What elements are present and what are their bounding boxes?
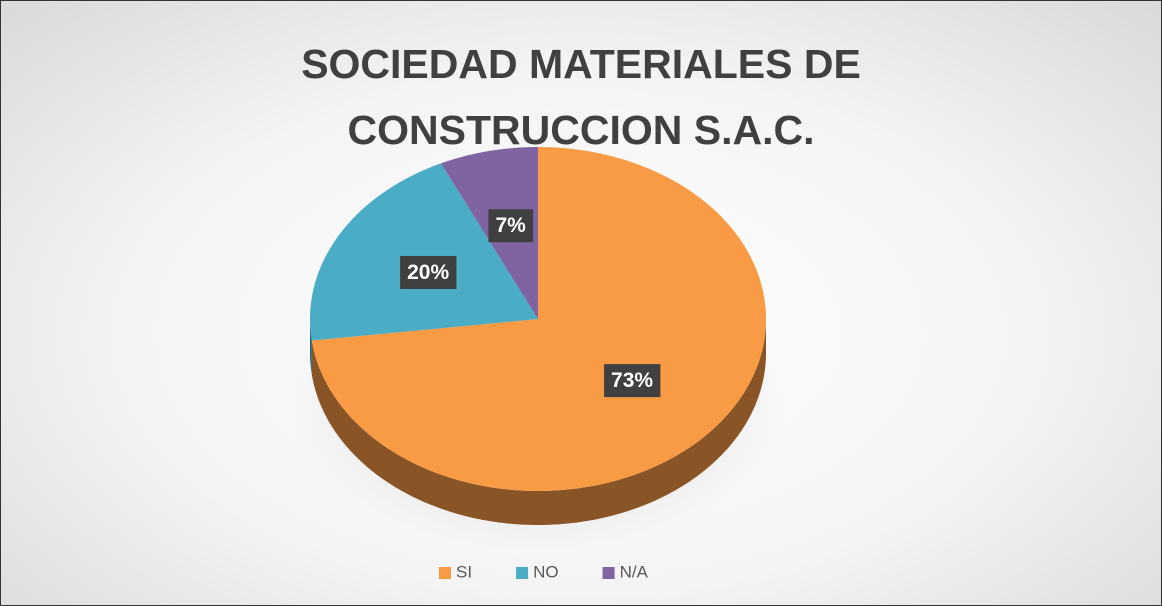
slice-side bbox=[311, 319, 766, 525]
slice bbox=[310, 163, 538, 341]
legend-label: SI bbox=[456, 562, 472, 581]
slice bbox=[311, 147, 766, 491]
legend-swatch bbox=[602, 567, 615, 579]
legend-label: NO bbox=[533, 562, 559, 581]
slice-side bbox=[310, 319, 312, 375]
legend-swatch bbox=[439, 567, 451, 579]
chart-title: SOCIEDAD MATERIALES DE CONSTRUCCION S.A.… bbox=[301, 41, 861, 153]
data-label-box bbox=[488, 209, 534, 243]
data-label: 7% bbox=[495, 214, 526, 237]
data-label-box bbox=[400, 255, 457, 289]
legend-label: N/A bbox=[620, 562, 649, 581]
legend-swatch bbox=[516, 567, 529, 579]
data-label: 20% bbox=[407, 261, 449, 284]
data-label: 73% bbox=[611, 369, 653, 392]
data-label-box bbox=[604, 364, 661, 398]
